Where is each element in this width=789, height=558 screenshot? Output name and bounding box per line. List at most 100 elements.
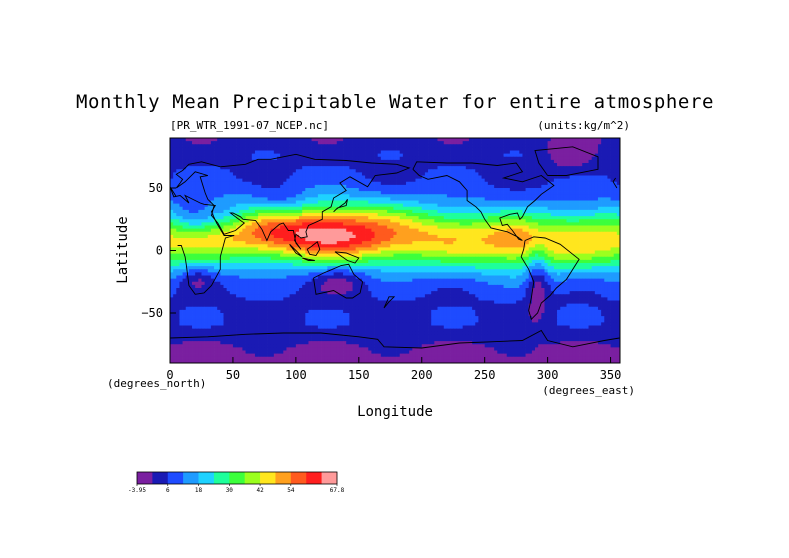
field-cell xyxy=(188,203,193,208)
field-cell xyxy=(443,191,448,195)
field-cell xyxy=(239,178,243,183)
field-cell xyxy=(195,228,199,233)
field-cell xyxy=(563,147,567,151)
field-cell xyxy=(236,141,240,145)
field-cell xyxy=(557,234,561,239)
field-cell xyxy=(239,175,243,179)
field-cell xyxy=(380,209,385,214)
field-cell xyxy=(343,150,347,154)
field-cell xyxy=(484,159,489,164)
field-cell xyxy=(339,225,344,229)
field-cell xyxy=(210,172,215,176)
field-cell xyxy=(569,159,574,164)
field-cell xyxy=(368,191,372,195)
field-cell xyxy=(566,203,570,208)
field-cell xyxy=(299,147,303,151)
field-cell xyxy=(346,178,350,183)
field-cell xyxy=(195,147,199,151)
field-cell xyxy=(393,200,397,204)
field-cell xyxy=(572,200,577,204)
field-cell xyxy=(522,181,526,186)
field-cell xyxy=(585,141,589,145)
field-cell xyxy=(349,216,353,220)
field-cell xyxy=(393,147,397,151)
field-cell xyxy=(428,194,432,198)
field-cell xyxy=(204,138,209,142)
field-cell xyxy=(267,197,272,201)
field-cell xyxy=(525,163,530,167)
field-cell xyxy=(497,184,501,189)
field-cell xyxy=(365,219,369,223)
field-cell xyxy=(579,159,583,164)
field-cell xyxy=(418,216,423,220)
field-cell xyxy=(305,216,309,220)
field-cell xyxy=(550,156,555,161)
field-cell xyxy=(330,153,334,158)
field-cell xyxy=(383,203,388,208)
field-cell xyxy=(365,216,369,220)
field-cell xyxy=(333,194,338,198)
field-cell xyxy=(333,156,338,161)
field-cell xyxy=(374,219,379,223)
field-cell xyxy=(503,197,508,201)
field-cell xyxy=(481,181,486,186)
field-cell xyxy=(276,144,281,148)
field-cell xyxy=(475,238,479,242)
field-cell xyxy=(195,166,199,170)
field-cell xyxy=(465,181,470,186)
field-cell xyxy=(258,241,262,245)
field-cell xyxy=(349,169,353,173)
field-cell xyxy=(251,166,256,170)
field-cell xyxy=(258,191,262,195)
field-cell xyxy=(371,222,375,226)
field-cell xyxy=(597,163,602,167)
field-cell xyxy=(406,181,410,186)
field-cell xyxy=(462,225,467,229)
field-cell xyxy=(245,194,250,198)
field-cell xyxy=(195,138,199,142)
field-cell xyxy=(283,188,287,192)
field-cell xyxy=(560,194,564,198)
field-cell xyxy=(494,228,498,233)
field-cell xyxy=(280,200,284,204)
field-cell xyxy=(286,231,290,236)
field-cell xyxy=(330,156,334,161)
field-cell xyxy=(217,144,221,148)
field-cell xyxy=(446,194,451,198)
field-cell xyxy=(509,216,514,220)
field-cell xyxy=(339,141,344,145)
field-cell xyxy=(522,200,526,204)
field-cell xyxy=(214,153,218,158)
field-cell xyxy=(292,213,297,217)
field-cell xyxy=(424,191,429,195)
field-cell xyxy=(503,166,508,170)
field-cell xyxy=(207,175,212,179)
field-cell xyxy=(513,150,517,154)
field-cell xyxy=(210,244,215,248)
field-cell xyxy=(336,156,341,161)
field-cell xyxy=(465,225,470,229)
field-cell xyxy=(509,175,514,179)
field-cell xyxy=(616,163,621,167)
field-cell xyxy=(239,225,243,229)
field-cell xyxy=(264,163,268,167)
field-cell xyxy=(478,213,482,217)
field-cell xyxy=(610,188,615,192)
field-cell xyxy=(528,200,533,204)
field-cell xyxy=(601,203,605,208)
field-cell xyxy=(490,188,495,192)
field-cell xyxy=(273,244,278,248)
field-cell xyxy=(446,213,451,217)
field-cell xyxy=(412,219,416,223)
field-cell xyxy=(185,150,190,154)
field-cell xyxy=(582,169,586,173)
field-cell xyxy=(195,225,199,229)
field-cell xyxy=(519,159,523,164)
field-cell xyxy=(497,244,501,248)
field-cell xyxy=(572,191,577,195)
field-cell xyxy=(446,147,451,151)
field-cell xyxy=(267,225,272,229)
field-cell xyxy=(339,147,344,151)
field-cell xyxy=(610,197,615,201)
field-cell xyxy=(333,241,338,245)
